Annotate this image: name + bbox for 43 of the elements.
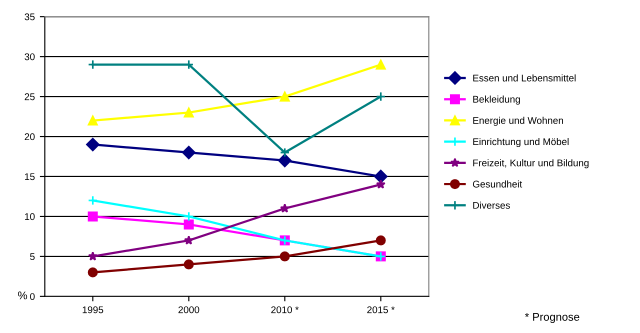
point — [280, 203, 290, 213]
x-tick-label: 2010 * — [271, 306, 299, 314]
point — [376, 179, 386, 189]
y-tick-label: 30 — [24, 53, 35, 60]
point — [184, 211, 194, 222]
y-tick-label: 20 — [24, 133, 35, 140]
point — [88, 195, 98, 206]
point — [376, 235, 386, 246]
point — [280, 148, 290, 158]
point — [184, 219, 194, 230]
y-tick-label: 35 — [24, 13, 35, 20]
y-tick-label: 25 — [24, 93, 35, 100]
point — [280, 251, 290, 262]
legend-label: Energie und Wohnen — [473, 116, 563, 126]
point — [184, 235, 194, 245]
legend-label: Essen und Lebensmittel — [473, 74, 576, 82]
point — [182, 146, 196, 160]
x-tick-label: 2015 * — [367, 306, 395, 314]
legend-label: Einrichtung und Möbel — [473, 138, 569, 148]
point — [184, 108, 194, 118]
legend-label: Gesundheit — [472, 180, 522, 188]
text: * Prognose — [524, 313, 580, 324]
point — [278, 154, 292, 168]
x-tick-label: 2000 — [178, 306, 200, 314]
point — [88, 251, 98, 261]
point — [88, 116, 98, 126]
point — [88, 267, 98, 278]
point — [88, 211, 98, 222]
point — [280, 92, 290, 102]
point — [374, 170, 388, 184]
y-tick-label: 5 — [30, 253, 35, 260]
x-tick-label: 1995 — [82, 306, 104, 314]
y-tick-label: 15 — [25, 173, 35, 180]
legend-label: Bekleidung — [473, 96, 520, 105]
y-tick-label: 10 — [25, 213, 35, 220]
legend-label: Freizeit, Kultur und Bildung — [473, 159, 589, 168]
y-tick-label: 0 — [30, 293, 35, 300]
y-axis-title: % — [18, 292, 28, 300]
point — [376, 60, 386, 70]
legend-label: Diverses — [473, 202, 510, 209]
point — [184, 259, 194, 270]
point — [376, 92, 386, 102]
point — [86, 138, 100, 152]
